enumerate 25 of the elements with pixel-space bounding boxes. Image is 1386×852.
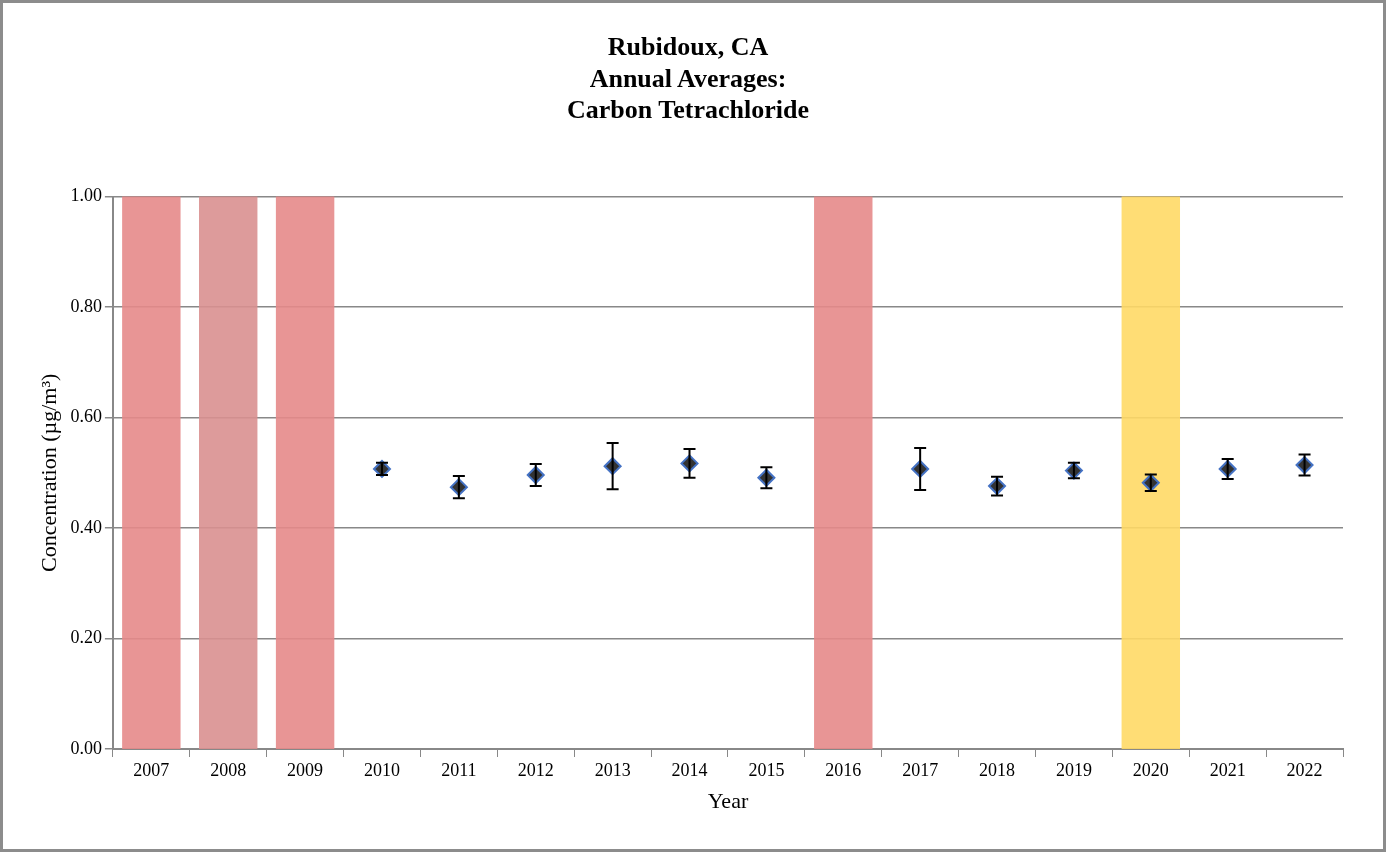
y-tick-label: 0.20: [70, 627, 102, 648]
x-tick-label: 2022: [1286, 759, 1323, 780]
chart-title: Rubidoux, CA Annual Averages: Carbon Tetrachloride: [567, 32, 809, 124]
x-tick-label: 2009: [287, 759, 324, 780]
y-tick-label: 0.80: [70, 295, 102, 316]
x-tick-label: 2017: [902, 759, 939, 780]
x-tick-label: 2011: [441, 759, 477, 780]
x-tick-label: 2015: [748, 759, 785, 780]
x-tick-label: 2021: [1209, 759, 1246, 780]
x-axis-title: Year: [707, 787, 749, 813]
x-tick-label: 2014: [671, 759, 708, 780]
x-tick-label: 2013: [594, 759, 631, 780]
y-tick-label: 0.00: [70, 737, 102, 758]
x-tick-label: 2010: [363, 759, 400, 780]
x-tick-label: 2019: [1055, 759, 1092, 780]
x-tick-label: 2020: [1132, 759, 1169, 780]
x-tick-label: 2008: [210, 759, 247, 780]
y-tick-label: 1.00: [70, 185, 102, 206]
x-tick-label: 2012: [517, 759, 554, 780]
y-axis-title: Concentration (µg/m³): [35, 373, 61, 572]
x-tick-label: 2018: [979, 759, 1016, 780]
y-tick-label: 0.60: [70, 406, 102, 427]
x-tick-label: 2007: [133, 759, 170, 780]
y-tick-label: 0.40: [70, 516, 102, 537]
x-tick-label: 2016: [825, 759, 862, 780]
